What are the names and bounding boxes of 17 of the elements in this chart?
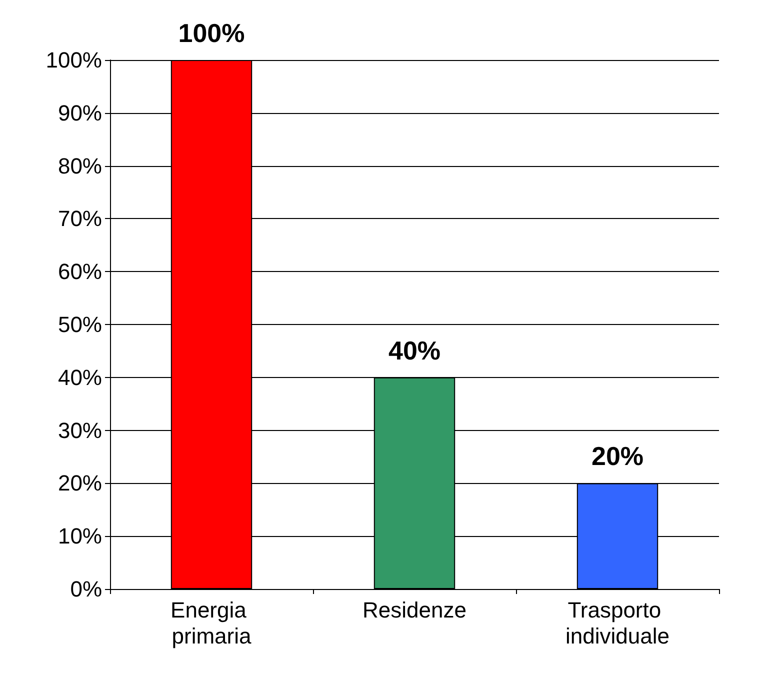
- y-tick-label: 90%: [58, 100, 102, 126]
- y-tick-label: 30%: [58, 418, 102, 443]
- y-tick-label: 40%: [58, 364, 102, 390]
- y-tick-label: 60%: [58, 259, 102, 284]
- data-label: 100%: [178, 18, 245, 48]
- x-tick-label: Trasporto individuale: [566, 598, 670, 648]
- x-tick-label: Energia primaria: [170, 598, 252, 648]
- x-tick-label: Residenze: [362, 598, 466, 622]
- y-tick-label: 80%: [58, 153, 102, 178]
- y-tick-label: 20%: [58, 470, 102, 496]
- data-label: 20%: [591, 441, 644, 472]
- y-tick-label: 100%: [46, 48, 102, 72]
- data-label: 40%: [388, 335, 441, 366]
- y-tick-label: 0%: [70, 576, 102, 602]
- y-tick-label: 10%: [58, 524, 102, 549]
- y-tick-label: 70%: [58, 206, 102, 232]
- y-tick-label: 50%: [58, 312, 102, 337]
